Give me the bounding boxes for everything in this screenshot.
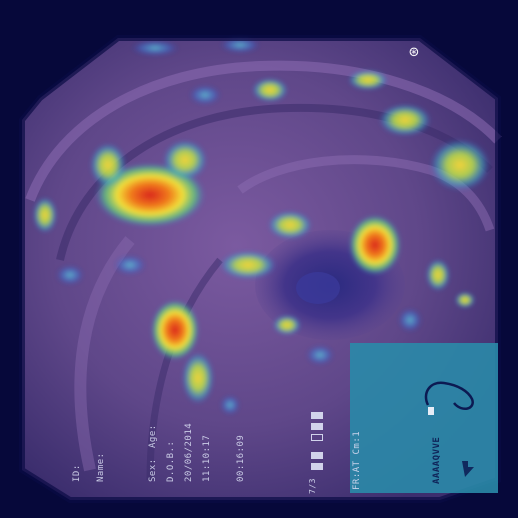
- frame-counter-bars: [311, 412, 325, 482]
- exam-time: 11:10:17: [202, 434, 212, 482]
- counter-bar: [311, 463, 323, 470]
- mode-label: FR:AT Cm:1: [352, 430, 362, 490]
- sex-label: Sex:: [148, 458, 158, 482]
- age-label: Age:: [148, 424, 158, 448]
- counter-bar: [311, 452, 323, 459]
- counter-bar: [311, 434, 323, 441]
- counter-bar: [311, 423, 323, 430]
- inset-code: AAAAQVVE: [432, 436, 442, 484]
- dob-label: D.O.B.:: [166, 440, 176, 482]
- patient-name-label: Name:: [96, 452, 106, 482]
- counter-bar: [311, 412, 323, 419]
- scope-position-icon: [424, 381, 474, 411]
- magnet-logo-icon: ⊛: [408, 45, 420, 60]
- patient-id-label: ID:: [72, 464, 82, 482]
- exam-date: 20/06/2014: [184, 422, 194, 482]
- elapsed-time: 00:16:09: [236, 434, 246, 482]
- scope-position-inset: [350, 343, 498, 493]
